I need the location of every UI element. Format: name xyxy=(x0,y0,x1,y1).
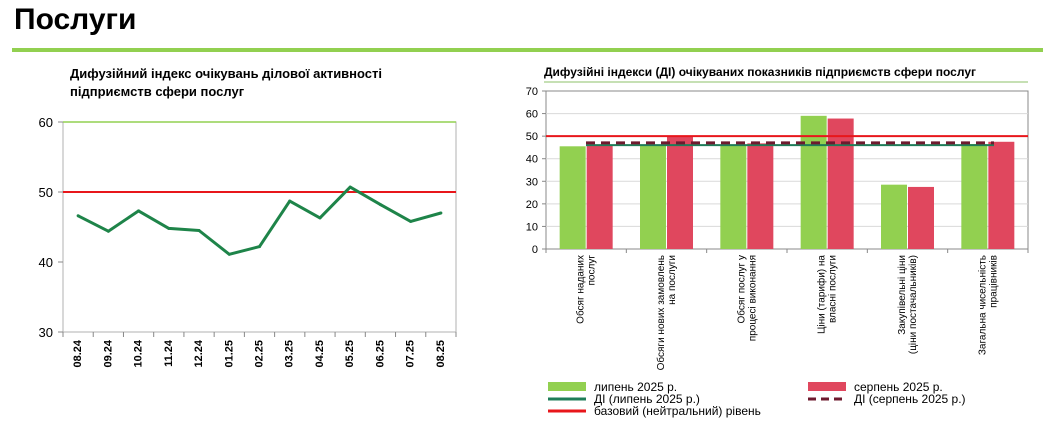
line-chart-xtick-label: 12.24 xyxy=(193,339,205,367)
legend-label: ДІ (липень 2025 р.) xyxy=(594,392,700,406)
line-chart-point xyxy=(167,226,171,230)
bar-chart-category-label: Обсяги нових замовлень xyxy=(655,255,667,370)
line-chart-point xyxy=(106,229,110,233)
bar-chart-category-label: Обсяг послуг у xyxy=(735,255,747,323)
line-chart-point xyxy=(137,209,141,213)
line-chart-ytick-label: 40 xyxy=(39,255,53,270)
legend-label: ДІ (серпень 2025 р.) xyxy=(854,392,966,406)
bar-chart-bar xyxy=(586,145,613,249)
line-chart-xtick-label: 06.25 xyxy=(374,340,386,368)
bar-chart-ytick-label: 50 xyxy=(526,131,538,143)
bar-chart-category-label: процесі виконання xyxy=(747,255,758,341)
bar-chart-bar xyxy=(961,144,988,249)
line-chart-xtick-label: 08.25 xyxy=(435,340,447,368)
legend-swatch xyxy=(548,382,586,391)
line-chart-ytick-label: 50 xyxy=(39,185,53,200)
bar-chart-ytick-label: 30 xyxy=(526,176,538,188)
line-chart-title: Дифузійний індекс очікувань ділової акти… xyxy=(70,66,383,99)
bar-chart-bar xyxy=(800,115,827,249)
bar-chart-category-label: Обсяг наданих xyxy=(575,255,587,324)
bar-chart-bar xyxy=(988,141,1015,249)
line-chart-point xyxy=(439,211,443,215)
line-chart-point xyxy=(409,219,413,223)
bar-chart-category-label: Ціни (тарифи) на xyxy=(816,255,828,334)
line-chart-ytick-label: 60 xyxy=(39,115,53,130)
bar-chart-ytick-label: 20 xyxy=(526,199,538,211)
line-chart-xtick-label: 07.25 xyxy=(405,340,417,368)
line-chart-xtick-label: 01.25 xyxy=(223,340,235,368)
line-chart-xtick-label: 04.25 xyxy=(314,340,326,368)
line-chart-plot-frame xyxy=(62,121,457,333)
bar-chart-ytick-label: 0 xyxy=(532,244,538,256)
bar-chart-category-label: Загальна чисельність xyxy=(977,255,988,355)
bar-chart-bar xyxy=(720,145,747,249)
line-chart-xtick-label: 09.24 xyxy=(102,339,114,367)
line-chart-ytick-label: 30 xyxy=(39,325,53,340)
line-chart-xtick-label: 03.25 xyxy=(284,340,296,368)
bar-chart-bar xyxy=(747,143,774,249)
legend-label: серпень 2025 р. xyxy=(854,380,943,394)
bar-chart-category-label: (ціни постачальників) xyxy=(908,255,919,354)
line-chart-point xyxy=(288,199,292,203)
bar-chart-bar xyxy=(667,136,693,249)
line-chart-xtick-label: 08.24 xyxy=(72,339,84,367)
line-chart-point xyxy=(378,203,382,207)
legend-label: липень 2025 р. xyxy=(594,380,677,394)
bar-chart-bar xyxy=(559,146,586,249)
bar-chart-ytick-label: 60 xyxy=(526,109,538,121)
bar-chart-category-label: на послуги xyxy=(667,255,678,305)
bar-chart-ytick-label: 40 xyxy=(526,154,538,166)
line-chart-point xyxy=(227,252,231,256)
bar-chart-bar xyxy=(908,186,934,249)
line-chart-xtick-label: 02.25 xyxy=(254,340,266,368)
line-chart-series-line xyxy=(77,185,442,256)
bar-chart-title: Дифузійні індекси (ДІ) очікуваних показн… xyxy=(544,65,976,79)
line-chart-point xyxy=(258,245,261,249)
bar-chart-category-label: працівників xyxy=(988,255,999,308)
line-chart-xtick-label: 11.24 xyxy=(163,339,175,367)
line-chart-point xyxy=(348,185,352,189)
bar-chart-ytick-label: 10 xyxy=(526,221,538,233)
line-chart-point xyxy=(318,216,322,220)
bar-chart-category-label: послуг xyxy=(587,255,598,286)
bar-chart-plot-frame xyxy=(545,90,1029,250)
bar-chart-category-label: Закупівельні ціни xyxy=(897,255,908,335)
bar-chart-title-rule xyxy=(544,81,1028,83)
page-title: Послуги xyxy=(14,3,137,36)
bar-chart-bar xyxy=(640,145,666,249)
legend-label: базовий (нейтральний) рівень xyxy=(594,404,761,418)
legend-swatch xyxy=(808,382,846,391)
bar-chart-bar xyxy=(881,184,907,249)
bar-chart-bar xyxy=(827,118,854,249)
line-chart-xtick-label: 10.24 xyxy=(133,339,145,367)
bar-chart-ytick-label: 70 xyxy=(526,86,538,98)
line-chart-xtick-label: 05.25 xyxy=(344,340,356,368)
line-chart-point xyxy=(76,214,80,218)
line-chart-point xyxy=(197,229,201,232)
bar-chart-category-label: власні послуги xyxy=(828,255,839,323)
title-rule xyxy=(12,48,1043,52)
